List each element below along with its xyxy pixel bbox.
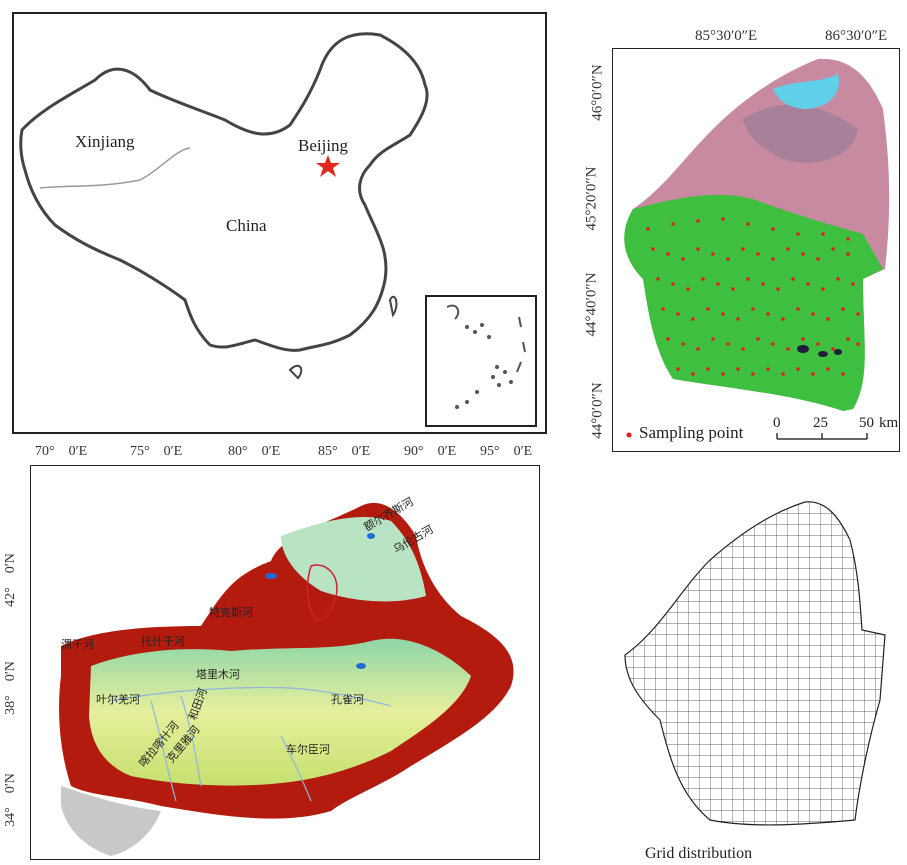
scale-bar bbox=[776, 433, 868, 440]
lon-tick-95: 95° 0′E bbox=[480, 444, 533, 459]
china-outline bbox=[19, 32, 429, 380]
lon-tick-70: 70° 0′E bbox=[35, 444, 88, 459]
tarim-basin bbox=[89, 638, 471, 786]
sampling-point-legend-icon bbox=[626, 432, 632, 438]
sat-lat-tick-46: 46°0′0″N bbox=[589, 64, 606, 121]
hainan-island bbox=[288, 364, 303, 380]
dem-lat-tick-38: 38° 0′N bbox=[2, 661, 18, 715]
grid-distribution bbox=[624, 501, 886, 826]
sat-lat-tick-44: 44°0′0″N bbox=[589, 382, 606, 439]
xinjiang-border bbox=[39, 147, 191, 189]
junggar-basin bbox=[281, 516, 426, 602]
satellite-image bbox=[624, 58, 890, 412]
kunlun-snow bbox=[61, 786, 161, 856]
dem-frame: 额尔齐斯河 乌伦古河 特克斯河 托什干河 塔里木河 叶尔羌河 和田河 喀拉喀什河… bbox=[30, 465, 540, 860]
dem-lat-tick-34: 34° 0′N bbox=[2, 773, 18, 827]
sat-lat-tick-4440: 44°40′0″N bbox=[583, 272, 600, 337]
beijing-star-icon bbox=[316, 155, 340, 177]
inset-islands bbox=[446, 304, 526, 409]
lon-tick-85: 85° 0′E bbox=[318, 444, 371, 459]
river-label-4: 塔里木河 bbox=[196, 669, 240, 681]
river-label-10: 孔雀河 bbox=[331, 694, 364, 706]
label-xinjiang: Xinjiang bbox=[75, 132, 135, 151]
lakes bbox=[265, 533, 375, 669]
legend-label: Sampling point bbox=[639, 423, 744, 442]
river-label-11: 渭干河 bbox=[61, 639, 94, 651]
china-border bbox=[19, 32, 429, 352]
study-area-outline bbox=[306, 564, 338, 621]
sat-lon-tick-1: 85°30′0″E bbox=[695, 28, 758, 44]
cropland-region bbox=[624, 194, 883, 411]
label-china: China bbox=[226, 216, 267, 235]
sampling-points bbox=[646, 217, 860, 376]
satellite-map-frame: Sampling point 0 25 50 km bbox=[612, 48, 900, 452]
scale-tick-25: 25 bbox=[813, 415, 828, 431]
grid-boundary bbox=[624, 501, 886, 826]
scale-unit: km bbox=[879, 415, 899, 431]
lon-tick-90: 90° 0′E bbox=[404, 444, 457, 459]
river-label-5: 叶尔羌河 bbox=[96, 694, 140, 706]
south-china-sea-inset bbox=[425, 295, 537, 427]
taiwan-island bbox=[388, 295, 398, 318]
scale-tick-50: 50 bbox=[859, 415, 874, 431]
river-label-9: 车尔臣河 bbox=[286, 744, 330, 756]
grid-panel: Grid distribution bbox=[600, 480, 907, 865]
sat-lon-tick-2: 86°30′0″E bbox=[825, 28, 888, 44]
lake-water bbox=[773, 74, 839, 109]
grid-caption: Grid distribution bbox=[645, 845, 753, 862]
dem-map bbox=[59, 502, 514, 856]
xinjiang-dem-panel: 额尔齐斯河 乌伦古河 特克斯河 托什干河 塔里木河 叶尔羌河 和田河 喀拉喀什河… bbox=[0, 460, 560, 865]
river-label-2: 特克斯河 bbox=[209, 607, 253, 619]
grid-cells bbox=[625, 501, 885, 825]
satellite-map-panel: 85°30′0″E 86°30′0″E Sampling point bbox=[583, 0, 907, 460]
china-map-panel: Xinjiang Beijing China 70° 0′E 75° 0′E 8… bbox=[0, 0, 560, 460]
label-beijing: Beijing bbox=[298, 136, 349, 155]
mountain-region bbox=[743, 104, 858, 163]
river-label-3: 托什干河 bbox=[141, 636, 185, 648]
china-map-frame bbox=[12, 12, 547, 434]
dem-lat-tick-42: 42° 0′N bbox=[2, 553, 18, 607]
sat-lat-tick-4520: 45°20′0″N bbox=[583, 166, 600, 231]
reservoirs bbox=[797, 345, 842, 357]
lon-tick-80: 80° 0′E bbox=[228, 444, 281, 459]
lon-tick-75: 75° 0′E bbox=[130, 444, 183, 459]
scale-tick-0: 0 bbox=[773, 415, 781, 431]
river-network bbox=[110, 686, 392, 802]
